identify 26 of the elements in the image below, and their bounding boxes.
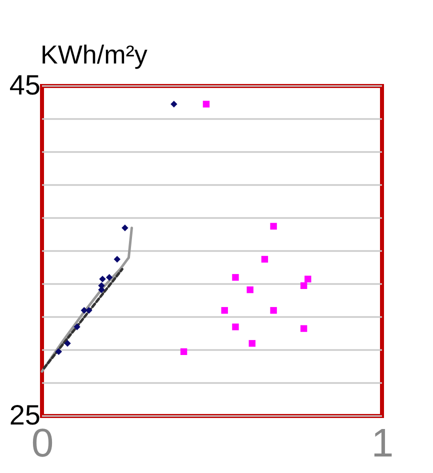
point [170, 100, 178, 108]
point [106, 274, 113, 281]
point [270, 307, 277, 314]
point [232, 324, 239, 330]
point [221, 307, 228, 314]
point [180, 348, 188, 356]
point [232, 274, 239, 281]
point [202, 100, 210, 108]
point [261, 256, 268, 263]
point [114, 256, 120, 263]
point [80, 307, 88, 314]
point [122, 224, 128, 232]
point [64, 340, 71, 347]
point [304, 276, 312, 282]
point [300, 282, 308, 290]
point [55, 348, 62, 356]
point [300, 325, 308, 332]
x-tick-label: 1 [371, 422, 394, 466]
y-axis-title: KWh/m²y [40, 40, 148, 70]
point [99, 276, 106, 282]
point [86, 307, 92, 314]
point [246, 286, 254, 294]
point [74, 324, 80, 330]
y-tick-label: 45 [9, 70, 40, 100]
point [270, 222, 277, 230]
point [248, 340, 256, 347]
